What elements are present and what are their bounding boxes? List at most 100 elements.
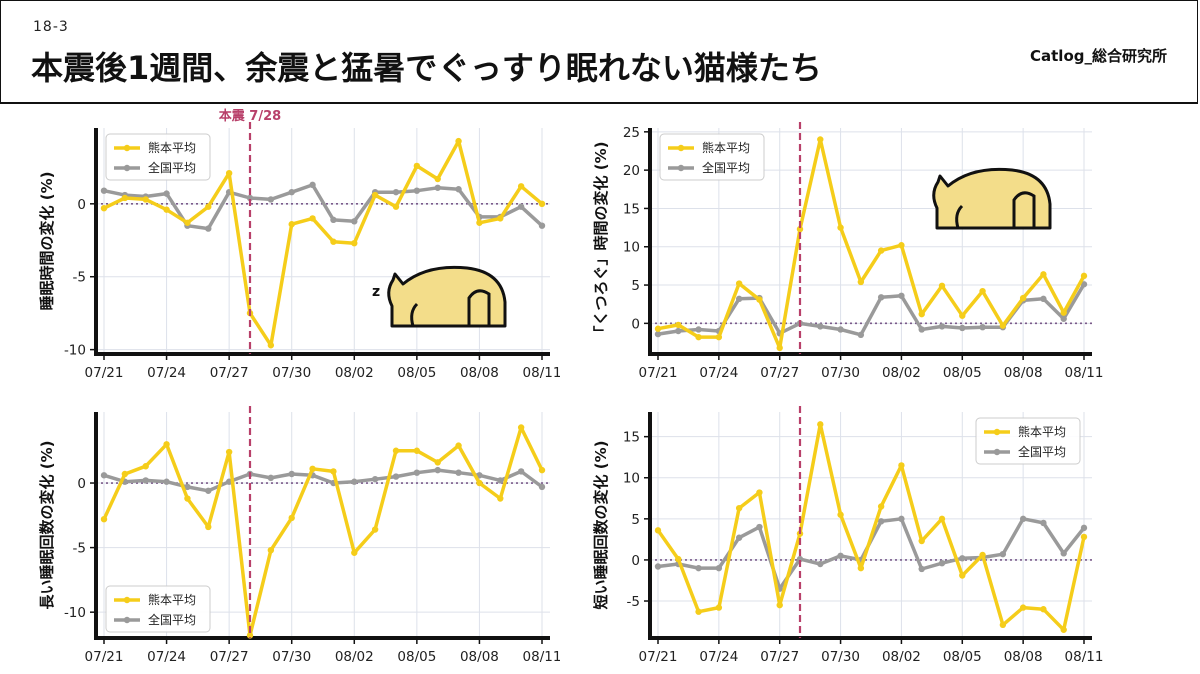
x-tick-label: 08/05 [943, 365, 982, 381]
cat-body [387, 265, 507, 328]
data-point-national [877, 294, 885, 301]
data-point-national [837, 552, 844, 560]
x-tick-label: 07/24 [147, 649, 186, 665]
chart-short-sleep-count: -5 0 5 10 15 07/21 07/24 07/27 07/30 08/02 08/05 08… [580, 392, 1200, 674]
resting-cat-icon [932, 167, 1052, 230]
legend-label: 熊本平均 [148, 592, 196, 607]
data-point-kumamoto [715, 604, 723, 611]
data-point-national [735, 534, 743, 541]
data-point-national [163, 190, 170, 197]
legend-marker [123, 616, 131, 624]
data-point-national [351, 478, 358, 485]
x-tick-label: 07/27 [210, 649, 249, 665]
data-point-kumamoto [857, 278, 865, 286]
data-point-kumamoto [959, 312, 966, 319]
x-tick-label: 07/21 [85, 365, 124, 381]
data-point-kumamoto [517, 183, 525, 190]
data-point-kumamoto [351, 239, 358, 247]
data-point-kumamoto [205, 523, 212, 531]
data-point-kumamoto [413, 162, 421, 170]
chart-sleep-duration-svg: 0 -5 -10 07/21 07/24 07/27 07/30 08/02 08/05 08/0… [38, 108, 560, 381]
data-point-kumamoto [497, 495, 504, 502]
data-point-kumamoto [1060, 626, 1067, 633]
data-point-kumamoto [497, 215, 504, 222]
data-point-national [695, 564, 702, 572]
data-point-national [100, 472, 108, 479]
slide-header: 18-3 本震後1週間、余震と猛暑でぐっすり眠れない猫様たち Catlog_総合… [0, 0, 1198, 104]
data-point-kumamoto [817, 421, 824, 428]
data-point-kumamoto [918, 310, 925, 318]
data-point-national [1060, 315, 1067, 322]
series-line-national [103, 468, 544, 493]
data-point-kumamoto [877, 247, 885, 254]
data-point-national [100, 187, 108, 194]
data-point-kumamoto [225, 448, 233, 456]
legend-label: 全国平均 [148, 160, 196, 175]
chart-short-sleep-count-svg: -5 0 5 10 15 07/21 07/24 07/27 07/30 08/02 08/05 08… [592, 406, 1103, 665]
quake-label: 本震 7/28 [219, 108, 281, 124]
x-tick-label: 08/11 [523, 365, 560, 381]
data-point-kumamoto [351, 549, 358, 556]
data-point-national [538, 222, 546, 229]
data-point-kumamoto [163, 206, 170, 213]
x-tick-label: 07/27 [760, 365, 799, 381]
data-point-national [715, 564, 723, 572]
legend-label: 熊本平均 [702, 140, 750, 155]
data-point-kumamoto [837, 511, 844, 518]
x-tick-label: 07/24 [699, 649, 738, 665]
y-tick-label: -5 [627, 594, 640, 610]
legend-label: 熊本平均 [148, 140, 196, 155]
data-point-kumamoto [898, 242, 905, 249]
data-point-kumamoto [1080, 533, 1088, 541]
series-line-kumamoto [103, 139, 544, 348]
data-point-national [246, 194, 254, 202]
x-tick-label: 07/30 [821, 649, 860, 665]
data-point-kumamoto [330, 468, 337, 475]
series-line-kumamoto [656, 422, 1086, 632]
x-tick-label: 08/05 [943, 649, 982, 665]
y-axis-label: 長い睡眠回数の変化 (%) [38, 441, 56, 610]
data-point-kumamoto [959, 572, 966, 579]
x-tick-label: 08/02 [335, 365, 374, 381]
legend-marker [677, 144, 685, 152]
x-tick-label: 07/21 [639, 365, 678, 381]
data-point-national [796, 555, 804, 563]
data-point-kumamoto [999, 322, 1007, 329]
data-point-national [1080, 281, 1088, 288]
y-tick-label: -10 [64, 605, 86, 621]
data-point-national [309, 181, 316, 189]
data-point-national [999, 550, 1007, 558]
data-point-national [817, 560, 824, 568]
data-point-kumamoto [330, 238, 337, 245]
data-point-kumamoto [309, 465, 316, 473]
legend-marker [123, 596, 131, 604]
data-point-kumamoto [817, 136, 824, 143]
data-point-kumamoto [756, 489, 763, 496]
data-point-kumamoto [434, 175, 441, 183]
data-point-kumamoto [476, 479, 483, 487]
data-point-kumamoto [776, 601, 783, 609]
x-tick-label: 08/02 [882, 649, 921, 665]
x-tick-label: 07/21 [85, 649, 124, 665]
x-tick-label: 08/11 [523, 649, 560, 665]
data-point-national [163, 478, 170, 485]
x-tick-label: 07/21 [639, 649, 678, 665]
y-tick-label: 0 [631, 316, 640, 332]
chart-relax-time: 0 5 10 15 20 25 07/21 07/24 07/27 07/30 08/02 08/05… [580, 108, 1200, 390]
sleeping-cat-icon: z [372, 265, 507, 328]
data-point-kumamoto [735, 280, 743, 287]
data-point-national [434, 466, 441, 474]
data-point-national [288, 188, 295, 196]
data-point-kumamoto [1040, 271, 1047, 278]
data-point-national [1080, 524, 1088, 532]
legend-label: 全国平均 [148, 612, 196, 627]
data-point-national [497, 477, 504, 484]
data-point-national [538, 483, 546, 491]
data-point-kumamoto [288, 221, 295, 228]
data-point-national [434, 184, 441, 191]
data-point-kumamoto [675, 555, 682, 563]
data-point-kumamoto [898, 462, 905, 469]
